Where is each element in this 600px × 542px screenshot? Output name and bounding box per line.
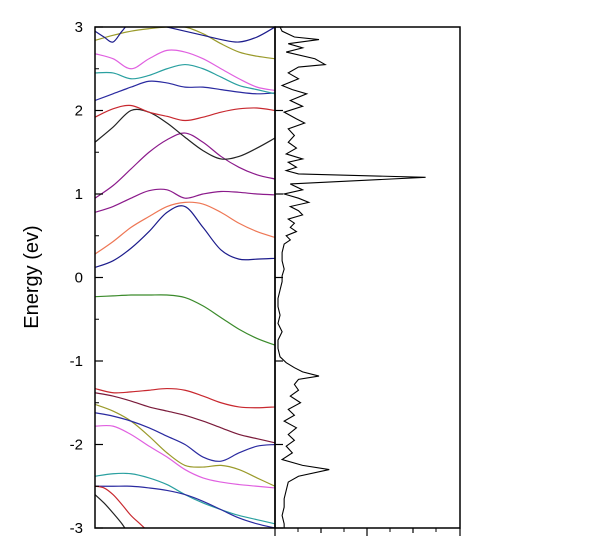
dos-line [277, 27, 426, 528]
y-ticks: -3 -2 -1 0 1 2 3 [70, 19, 103, 537]
band-line-5 [95, 108, 275, 160]
y-tick-label: 1 [75, 186, 83, 203]
y-tick-label: -2 [70, 437, 83, 454]
dos-y-ticks [275, 26, 283, 529]
band-line-12 [95, 294, 275, 346]
band-line-19 [95, 485, 275, 528]
y-tick-label: 3 [75, 19, 83, 36]
y-tick-label: 0 [75, 270, 83, 287]
band-line-4 [95, 132, 275, 199]
band-line-8 [95, 63, 275, 95]
y-tick-label: -1 [70, 353, 83, 370]
band-line-20 [95, 485, 146, 528]
band-line-6 [95, 104, 275, 122]
band-line-9 [95, 49, 275, 92]
y-tick-label: -3 [70, 520, 83, 537]
band-line-2 [95, 201, 275, 255]
band-line-15 [95, 403, 275, 487]
dos-frame [274, 26, 461, 529]
band-line-1 [95, 205, 275, 269]
dos-panel [274, 26, 461, 536]
band-line-21 [95, 494, 126, 528]
dos-x-ticks [274, 528, 461, 536]
band-line-10 [95, 27, 275, 60]
band-structure-panel: -3 -2 -1 0 1 2 3 Energy (ev) [21, 19, 276, 537]
y-axis-label: Energy (ev) [21, 225, 43, 328]
band-line-17 [95, 424, 275, 489]
band-line-13 [95, 387, 275, 409]
band-line-11 [95, 27, 275, 43]
band-line-3 [95, 188, 275, 213]
dos-lines [277, 27, 426, 528]
band-lines [95, 27, 275, 528]
band-frame [94, 26, 276, 529]
y-tick-label: 2 [75, 103, 83, 120]
band-line-16 [95, 412, 275, 462]
band-line-7 [95, 80, 275, 102]
band-line-18 [95, 472, 275, 525]
band-line-14 [95, 392, 275, 444]
